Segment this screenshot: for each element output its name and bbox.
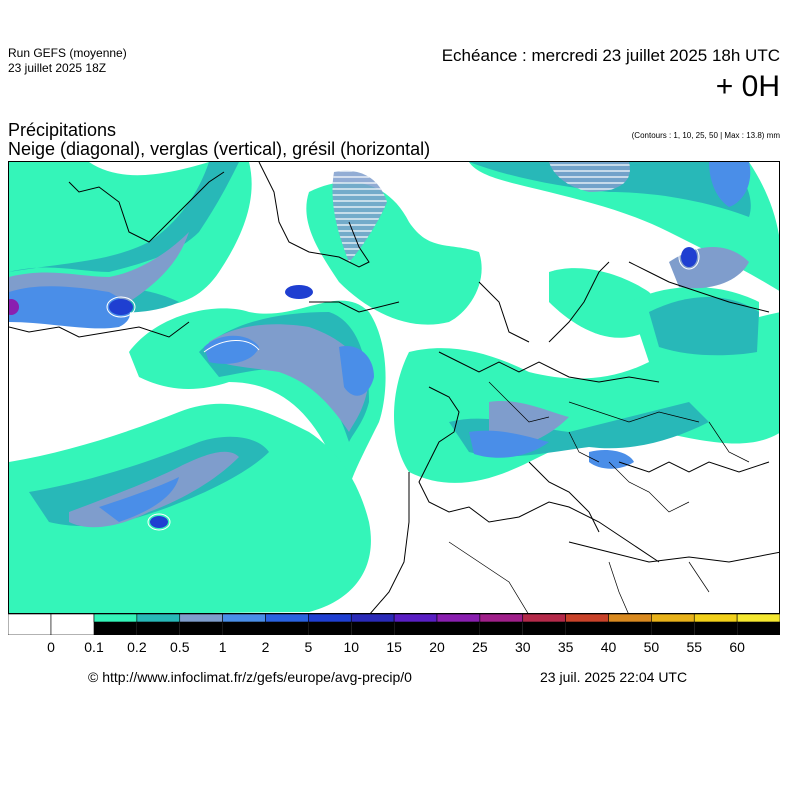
- colorbar-label: 0: [47, 639, 55, 655]
- colorbar-base: [136, 622, 180, 635]
- forecast-valid-time: Echéance : mercredi 23 juillet 2025 18h …: [441, 46, 780, 65]
- run-title: Run GEFS (moyenne): [8, 46, 127, 60]
- colorbar-label: 60: [729, 639, 745, 655]
- colorbar-swatch: [565, 613, 609, 623]
- generated-time: 23 juil. 2025 22:04 UTC: [540, 669, 688, 685]
- colorbar-swatch: [693, 613, 738, 623]
- colorbar-swatch: [436, 613, 481, 623]
- colorbar-label: 0.5: [170, 639, 190, 655]
- map-title: Précipitations: [8, 120, 117, 140]
- colorbar-swatch: [651, 613, 695, 623]
- colorbar-label: 35: [557, 639, 574, 655]
- map-subtitle: Neige (diagonal), verglas (vertical), gr…: [8, 139, 431, 159]
- hatching-pattern: [332, 162, 630, 262]
- colorbar-swatch: [179, 613, 223, 623]
- colorbar-base: [694, 622, 738, 635]
- colorbar-label: 0.2: [127, 639, 147, 655]
- colorbar-swatch: [136, 613, 181, 623]
- map-canvas: [9, 162, 779, 613]
- colorbar-label: 25: [472, 639, 488, 655]
- colorbar-base: [222, 622, 266, 635]
- colorbar-label: 15: [386, 639, 402, 655]
- colorbar-base: [351, 622, 395, 635]
- colorbar: [7, 613, 781, 636]
- colorbar-base: [437, 622, 480, 635]
- precip-dark-layer: [109, 247, 697, 528]
- colorbar-base: [308, 622, 352, 635]
- colorbar-swatch: [393, 613, 438, 623]
- colorbar-label: 10: [343, 639, 360, 655]
- colorbar-label: 5: [304, 639, 313, 655]
- colorbar-svg: [7, 613, 781, 636]
- colorbar-label: 0.1: [84, 639, 104, 655]
- colorbar-label: 55: [686, 639, 703, 655]
- colorbar-base: [608, 622, 652, 635]
- colorbar-swatch: [736, 613, 781, 623]
- colorbar-base: [94, 622, 137, 635]
- colorbar-label: 2: [261, 639, 270, 655]
- colorbar-label: 40: [600, 639, 617, 655]
- colorbar-swatch: [265, 613, 309, 623]
- colorbar-label: 20: [429, 639, 445, 655]
- coastlines: [9, 162, 779, 613]
- colorbar-swatch: [50, 613, 95, 636]
- colorbar-label: 50: [643, 639, 660, 655]
- source-url[interactable]: © http://www.infoclimat.fr/z/gefs/europe…: [88, 669, 412, 685]
- colorbar-base: [565, 622, 609, 635]
- contour-lines: [106, 244, 700, 531]
- colorbar-swatch: [479, 613, 524, 623]
- colorbar-base: [394, 622, 437, 635]
- colorbar-base: [737, 622, 780, 635]
- colorbar-swatch: [7, 613, 52, 636]
- precip-blue-layer: [9, 162, 751, 522]
- colorbar-swatch: [93, 613, 138, 623]
- contours-note: (Contours : 1, 10, 25, 50 | Max : 13.8) …: [631, 131, 780, 140]
- colorbar-base: [179, 622, 223, 635]
- colorbar-swatch: [350, 613, 395, 623]
- colorbar-base: [479, 622, 523, 635]
- colorbar-base: [265, 622, 309, 635]
- precipitation-map: [8, 161, 780, 614]
- colorbar-swatch: [608, 613, 652, 623]
- colorbar-swatch: [222, 613, 266, 623]
- colorbar-base: [522, 622, 566, 635]
- precip-max-layer: [9, 299, 19, 315]
- colorbar-label: 1: [218, 639, 227, 655]
- colorbar-swatch: [308, 613, 352, 623]
- run-date: 23 juillet 2025 18Z: [8, 61, 107, 75]
- forecast-offset: + 0H: [715, 70, 780, 103]
- country-borders: [448, 381, 750, 613]
- precip-light-layer: [9, 162, 779, 613]
- colorbar-label: 30: [514, 639, 531, 655]
- colorbar-base: [651, 622, 695, 635]
- colorbar-swatch: [522, 613, 566, 623]
